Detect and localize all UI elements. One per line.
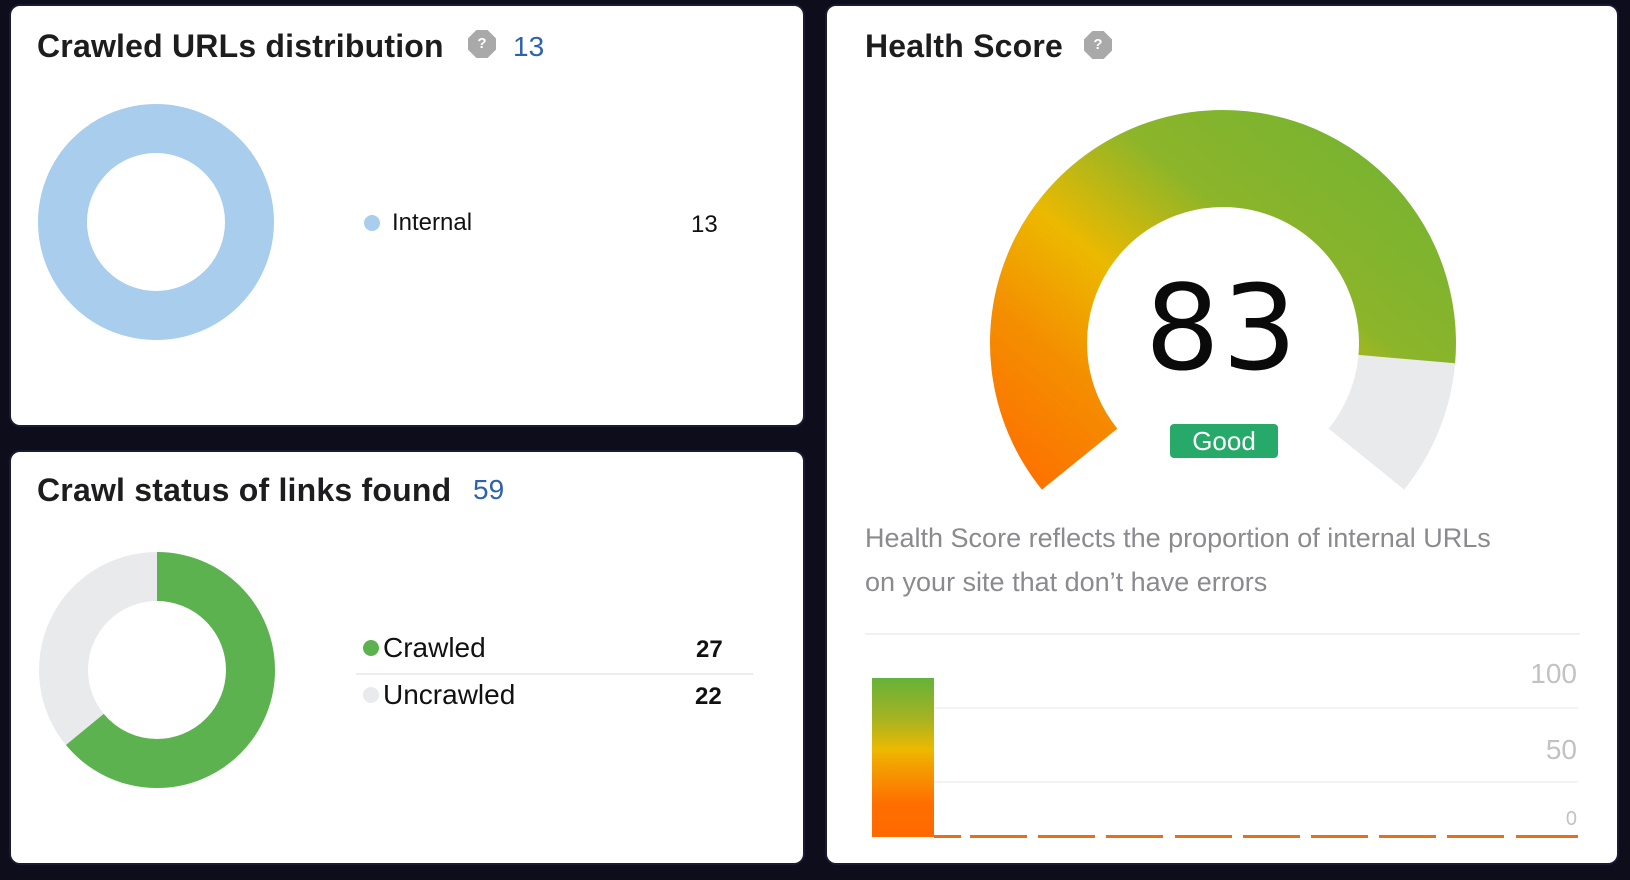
gauge-fill — [990, 110, 1456, 490]
legend-value: 22 — [695, 683, 722, 710]
crawl-status-donut-chart[interactable] — [39, 552, 275, 788]
crawl-status-title: Crawl status of links found — [37, 472, 452, 508]
y-tick-0: 0 — [1565, 808, 1577, 830]
legend-label: Crawled — [383, 632, 486, 663]
legend-dot-icon — [363, 640, 379, 656]
crawled-urls-count: 13 — [513, 31, 545, 62]
crawl-status-card: Crawl status of links found 59 Crawled 2… — [11, 452, 803, 863]
legend-divider — [356, 673, 753, 675]
health-score-title: Health Score — [865, 28, 1064, 64]
status-badge: Good — [1170, 424, 1278, 458]
divider — [865, 633, 1580, 635]
health-score-description: Health Score reflects the proportion of … — [865, 523, 1491, 597]
history-bar-zero[interactable] — [1311, 835, 1368, 838]
legend-item-uncrawled[interactable]: Uncrawled — [363, 679, 515, 711]
history-bar-zero[interactable] — [1106, 835, 1163, 838]
y-tick-100: 100 — [1530, 658, 1577, 689]
legend-label: Uncrawled — [383, 679, 516, 710]
gridline-100 — [934, 707, 1578, 709]
health-score-value: 83 — [1144, 259, 1300, 397]
donut-segment-crawled[interactable] — [39, 552, 275, 788]
history-bar[interactable] — [872, 678, 934, 837]
legend-value: 13 — [691, 211, 718, 238]
legend-label: Internal — [392, 209, 473, 236]
y-tick-50: 50 — [1545, 734, 1577, 765]
health-score-card: Health Score ? 83 Good Health Score refl… — [827, 6, 1617, 863]
health-gauge — [990, 110, 1456, 490]
history-bar-zero[interactable] — [1516, 835, 1578, 838]
legend-item-crawled[interactable]: Crawled — [363, 632, 486, 664]
legend-dot-icon — [364, 215, 380, 231]
crawled-urls-title: Crawled URLs distribution — [37, 28, 444, 64]
crawled-urls-donut-chart[interactable] — [38, 104, 274, 340]
history-bar-zero[interactable] — [934, 835, 961, 838]
crawled-urls-card: Crawled URLs distribution ? 13 Internal … — [11, 6, 803, 425]
history-bar-zero[interactable] — [1243, 835, 1300, 838]
donut-segment-internal[interactable] — [38, 104, 274, 340]
legend-value: 27 — [696, 636, 723, 663]
help-icon[interactable]: ? — [1084, 31, 1112, 59]
history-bar-zero[interactable] — [1038, 835, 1095, 838]
help-icon[interactable]: ? — [468, 30, 496, 58]
crawl-status-count: 59 — [473, 474, 505, 505]
history-bar-zero[interactable] — [1379, 835, 1436, 838]
legend-dot-icon — [363, 687, 379, 703]
history-bar-zero[interactable] — [1447, 835, 1504, 838]
gridline-50 — [934, 781, 1578, 783]
history-bar-zero[interactable] — [1175, 835, 1232, 838]
history-bar-zero[interactable] — [970, 835, 1027, 838]
legend-item-internal[interactable]: Internal — [364, 209, 472, 237]
